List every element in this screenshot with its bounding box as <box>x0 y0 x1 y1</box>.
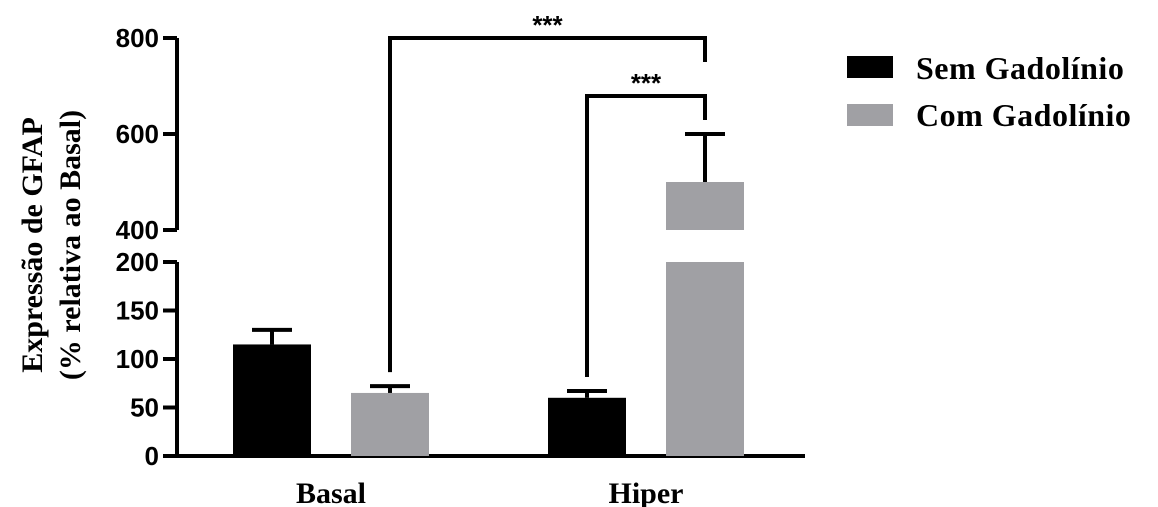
y-tick-label-150: 150 <box>116 296 159 326</box>
bracket-hiper-sem-vs-hiper-com <box>585 94 707 378</box>
legend-swatch-sem-gadolinio <box>847 56 893 78</box>
significance-label-2: *** <box>631 68 662 98</box>
y-tick-label-200: 200 <box>116 247 159 277</box>
y-tick-label-400: 400 <box>116 215 159 245</box>
significance-label-1: *** <box>532 10 563 40</box>
x-category-label-basal: Basal <box>296 477 366 507</box>
legend-label-com-gadolinio: Com Gadolínio <box>916 97 1131 133</box>
x-category-label-hiper: Hiper <box>609 477 684 507</box>
bars <box>233 182 744 456</box>
y-tick-label-100: 100 <box>116 344 159 374</box>
bar-basal-s0 <box>233 344 311 456</box>
bar-hiper-s1-lower <box>666 262 744 456</box>
legend-label-sem-gadolinio: Sem Gadolínio <box>916 50 1124 86</box>
legend-swatch-com-gadolinio <box>847 104 893 126</box>
y-tick-label-800: 800 <box>116 23 159 53</box>
legend: Sem Gadolínio Com Gadolínio <box>847 50 1131 133</box>
bar-hiper-s1-upper <box>666 182 744 230</box>
y-tick-label-50: 50 <box>130 393 159 423</box>
y-axis-title-line2: (% relativa ao Basal) <box>54 110 87 380</box>
y-tick-label-0: 0 <box>145 441 159 471</box>
y-axis-title-line1: Expressão de GFAP <box>16 117 49 373</box>
y-tick-label-600: 600 <box>116 119 159 149</box>
bar-basal-s1 <box>351 392 429 456</box>
bracket-basal-com-vs-hiper-com <box>388 36 707 373</box>
error-bars <box>252 132 725 398</box>
bar-hiper-s0 <box>548 397 626 456</box>
significance-annotations: *** *** <box>388 10 707 378</box>
